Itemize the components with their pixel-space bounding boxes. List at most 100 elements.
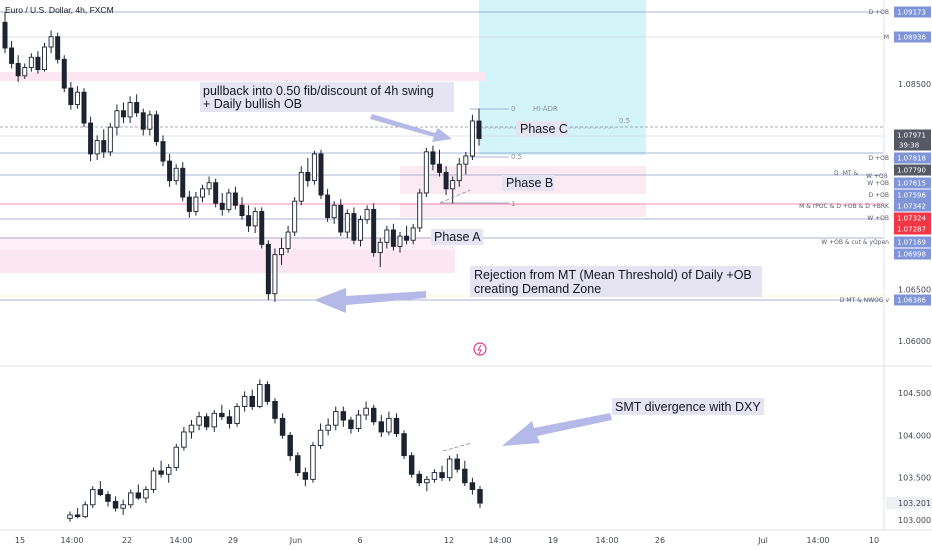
candle-body — [279, 248, 284, 256]
candle-body — [153, 114, 159, 143]
candle-body — [287, 434, 293, 457]
candle-body — [15, 62, 21, 77]
price-tag: 1.08936 M — [884, 31, 931, 43]
dxy-candles — [67, 379, 483, 522]
dxy-candle — [340, 406, 347, 427]
candle-body — [28, 56, 34, 69]
price-tag-value: 1.06386 — [897, 297, 926, 305]
time-tick-label: 12 — [444, 536, 454, 545]
candle-body — [325, 424, 331, 431]
candle-body — [305, 171, 311, 182]
dxy-candle — [272, 398, 278, 424]
time-tick-label: 14:00 — [488, 536, 511, 545]
eurusd-candle — [423, 147, 429, 198]
candle-body — [2, 21, 8, 49]
eurusd-candle — [476, 108, 482, 146]
candle-body — [423, 151, 429, 194]
eurusd-candle — [232, 186, 238, 210]
smt-label-box — [612, 398, 764, 415]
dxy-candle — [150, 467, 157, 493]
candle-body — [469, 120, 475, 157]
eurusd-candle — [147, 110, 153, 136]
eurusd-candle — [153, 110, 159, 146]
pullback-label-line1: pullback into 0.50 fib/discount of 4h sw… — [203, 84, 434, 98]
eurusd-candle — [28, 53, 34, 72]
dxy-candle — [477, 486, 483, 509]
candle-body — [121, 110, 126, 118]
candle-body — [158, 470, 164, 475]
eurusd-candle — [430, 145, 436, 171]
dxy-candle — [393, 413, 400, 438]
price-tag: 1.07287 — [894, 223, 931, 235]
candle-body — [181, 431, 187, 448]
eurusd-candle — [298, 166, 304, 206]
eurusd-candle — [311, 150, 317, 185]
eurusd-candle — [193, 191, 199, 216]
time-tick-label: 14:00 — [806, 536, 829, 545]
eurusd-candle — [127, 96, 133, 124]
price-tag-box — [894, 212, 931, 224]
dxy-tick-label: 104.500 — [898, 389, 931, 398]
eurusd-candle — [101, 129, 107, 159]
eurusd-candle — [88, 116, 94, 162]
dxy-candle — [241, 391, 248, 412]
price-axis[interactable]: 1.08500 1.06500 1.06000 104.500 104.000 103.5… — [799, 0, 932, 530]
candle-body — [74, 514, 81, 518]
price-tick-label: 1.06500 — [898, 286, 931, 295]
candle-body — [384, 229, 390, 243]
candle-body — [279, 417, 286, 436]
eurusd-candle — [35, 51, 41, 74]
price-tag: 1.09173 D +OB — [869, 6, 931, 18]
candle-body — [107, 126, 113, 153]
candle-body — [135, 492, 142, 499]
dxy-candle — [181, 426, 187, 451]
candle-body — [397, 235, 403, 247]
candle-body — [272, 254, 278, 295]
candle-body — [9, 47, 15, 64]
price-tag: 1.07169 W +OB & cut & yOpen — [821, 236, 931, 248]
eurusd-candle — [305, 158, 311, 187]
candle-body — [82, 504, 88, 518]
price-tag-value: 1.07342 — [897, 203, 926, 211]
candle-body — [143, 489, 149, 499]
level-label: W +OB — [867, 215, 889, 222]
eurusd-candle — [292, 197, 298, 237]
candle-body — [265, 243, 271, 295]
dxy-candle — [249, 389, 255, 410]
dxy-candle — [325, 418, 331, 436]
dxy-candle — [462, 460, 468, 487]
candle-body — [101, 140, 107, 153]
price-tag-box — [894, 223, 931, 235]
price-tag-value: 1.07818 — [897, 155, 926, 163]
eurusd-candle — [167, 153, 173, 187]
dxy-candle — [257, 379, 263, 409]
phase-a-box — [431, 229, 483, 245]
candle-body — [55, 36, 61, 60]
level-label: D +OB — [869, 192, 889, 199]
candle-body — [371, 208, 377, 254]
candle-body — [219, 202, 225, 210]
candle-body — [252, 211, 258, 227]
eurusd-candle — [107, 123, 113, 156]
dxy-candle — [226, 409, 233, 429]
candle-body — [272, 401, 278, 419]
candle-body — [196, 416, 202, 426]
eurusd-candle — [206, 176, 212, 196]
dxy-candle — [105, 491, 111, 507]
candle-body — [469, 482, 476, 490]
time-axis[interactable]: 15 14:00 22 14:00 29 Jun 6 12 14:00 19 14:00 26 Jul 1… — [0, 365, 932, 545]
phase-c-box — [516, 121, 568, 137]
eurusd-candle — [469, 114, 475, 161]
price-tag-value: 1.07790 — [897, 167, 926, 175]
dxy-candle — [158, 460, 164, 478]
candle-body — [450, 180, 456, 190]
eurusd-candle — [22, 63, 28, 79]
candle-body — [325, 194, 331, 219]
price-tag-box — [894, 248, 931, 260]
dxy-candle — [469, 477, 476, 495]
candle-body — [393, 417, 400, 435]
price-tag: 1.07596 D +OB — [869, 189, 931, 201]
dxy-candle — [295, 452, 301, 476]
candle-body — [437, 163, 442, 173]
